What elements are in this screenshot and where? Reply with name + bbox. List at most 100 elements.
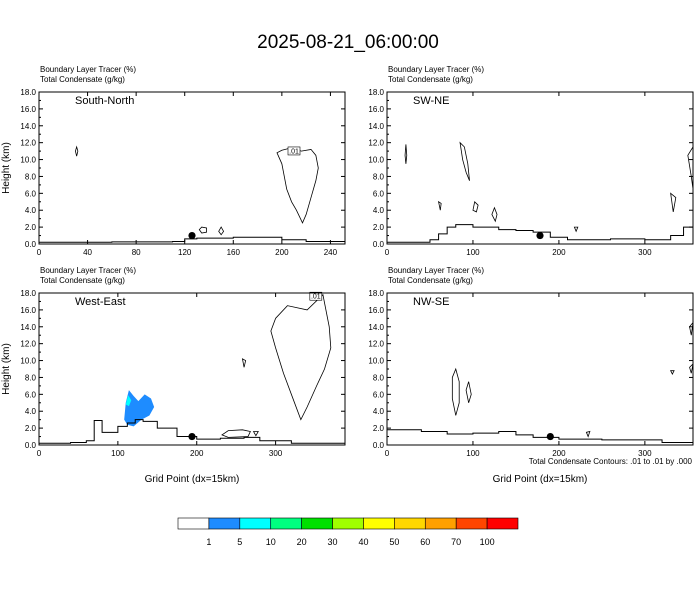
colorbar-label: 30 — [328, 537, 338, 547]
panel-title-line: Total Condensate (g/kg) — [388, 75, 473, 84]
condensate-contour — [276, 147, 319, 224]
y-tick-label: 16.0 — [20, 306, 36, 315]
condensate-contour — [465, 381, 472, 403]
y-tick-label: 6.0 — [373, 189, 385, 198]
condensate-contour — [437, 200, 442, 211]
condensate-contour — [472, 200, 479, 213]
x-tick-label: 0 — [37, 248, 42, 257]
colorbar-swatch — [332, 517, 364, 530]
contour-label-box — [287, 146, 301, 156]
condensate-contour — [573, 226, 579, 233]
y-tick-label: 18.0 — [368, 88, 384, 97]
contour-label: .01 — [311, 294, 321, 301]
y-tick-label: 8.0 — [373, 373, 385, 382]
condensate-contour — [241, 358, 247, 368]
y-tick-label: 4.0 — [25, 206, 37, 215]
panel-nw-se: Boundary Layer Tracer (%)Total Condensat… — [368, 266, 694, 485]
panel-title-line: Boundary Layer Tracer (%) — [40, 65, 136, 74]
y-tick-label: 10.0 — [20, 357, 36, 366]
x-tick-label: 100 — [111, 449, 125, 458]
colorbar-swatch — [363, 517, 395, 530]
y-axis-label: Height (km) — [1, 142, 12, 194]
colorbar-label: 1 — [206, 537, 211, 547]
condensate-contour — [669, 370, 675, 375]
panel-title-line: Boundary Layer Tracer (%) — [388, 65, 484, 74]
y-tick-label: 10.0 — [368, 357, 384, 366]
colorbar-swatch — [486, 517, 519, 530]
y-tick-label: 10.0 — [20, 156, 36, 165]
panel-title-line: Boundary Layer Tracer (%) — [40, 266, 136, 275]
y-tick-label: 2.0 — [25, 223, 37, 232]
location-marker — [188, 432, 196, 441]
plot-frame — [386, 91, 694, 245]
colorbar-swatch — [301, 517, 333, 530]
colorbar-swatch — [424, 517, 457, 530]
y-tick-label: 0.0 — [373, 240, 385, 249]
terrain-line — [39, 236, 345, 243]
condensate-contour — [75, 145, 79, 157]
x-tick-label: 200 — [552, 449, 566, 458]
x-axis-label: Grid Point (dx=15km) — [145, 474, 240, 485]
y-tick-label: 18.0 — [20, 88, 36, 97]
y-tick-label: 2.0 — [25, 424, 37, 433]
panel-title-line: Total Condensate (g/kg) — [40, 75, 125, 84]
x-tick-label: 200 — [275, 248, 289, 257]
y-tick-label: 4.0 — [373, 407, 385, 416]
contour-label: .01 — [289, 148, 299, 155]
y-tick-label: 0.0 — [25, 240, 37, 249]
panel-title-line: Total Condensate (g/kg) — [388, 276, 473, 285]
y-tick-label: 8.0 — [25, 373, 37, 382]
y-tick-label: 10.0 — [368, 156, 384, 165]
x-tick-label: 300 — [269, 449, 283, 458]
condensate-contour — [270, 293, 332, 421]
y-tick-label: 2.0 — [373, 223, 385, 232]
y-axis-label: Height (km) — [1, 343, 12, 395]
condensate-contour — [687, 145, 694, 190]
panel-title-line: Boundary Layer Tracer (%) — [388, 266, 484, 275]
condensate-contour — [451, 367, 460, 416]
tracer-fill-region — [124, 390, 155, 427]
terrain-line — [387, 224, 693, 243]
y-tick-label: 6.0 — [373, 390, 385, 399]
colorbar-swatch — [177, 517, 210, 530]
y-tick-label: 0.0 — [25, 441, 37, 450]
panel-sw-ne: Boundary Layer Tracer (%)Total Condensat… — [368, 65, 694, 257]
condensate-contour — [491, 206, 498, 223]
x-tick-label: 300 — [638, 449, 652, 458]
panel-west-east: Boundary Layer Tracer (%)Total Condensat… — [1, 266, 346, 485]
colorbar-swatch — [270, 517, 302, 530]
colorbar-label: 20 — [297, 537, 307, 547]
x-tick-label: 0 — [385, 449, 390, 458]
colorbar-swatch — [394, 517, 426, 530]
colorbar: 1 5 10 20 30 40 50 60 70 100 — [177, 517, 519, 547]
panel-title-line: Total Condensate (g/kg) — [40, 276, 125, 285]
x-tick-label: 240 — [324, 248, 338, 257]
condensate-contour — [404, 144, 408, 164]
y-tick-label: 14.0 — [368, 323, 384, 332]
condensate-contour — [198, 226, 207, 234]
y-tick-label: 6.0 — [25, 189, 37, 198]
x-tick-label: 160 — [227, 248, 241, 257]
y-tick-label: 18.0 — [20, 289, 36, 298]
x-tick-label: 40 — [83, 248, 92, 257]
tracer-fill-region — [125, 395, 132, 407]
condensate-contour — [689, 321, 694, 336]
x-tick-label: 200 — [190, 449, 204, 458]
y-tick-label: 14.0 — [20, 122, 36, 131]
condensate-contour — [221, 429, 251, 438]
condensate-contour — [689, 362, 694, 374]
plot-frame — [38, 292, 346, 446]
panel-label: SW-NE — [413, 95, 449, 107]
y-tick-label: 14.0 — [368, 122, 384, 131]
x-tick-label: 120 — [178, 248, 192, 257]
colorbar-label: 50 — [389, 537, 399, 547]
colorbar-swatch — [455, 517, 488, 530]
y-tick-label: 12.0 — [368, 340, 384, 349]
y-tick-label: 0.0 — [373, 441, 385, 450]
y-tick-label: 12.0 — [20, 340, 36, 349]
panel-south-north: Boundary Layer Tracer (%)Total Condensat… — [1, 65, 346, 257]
panel-label: South-North — [75, 95, 134, 107]
x-tick-label: 0 — [385, 248, 390, 257]
condensate-contour — [670, 192, 677, 212]
